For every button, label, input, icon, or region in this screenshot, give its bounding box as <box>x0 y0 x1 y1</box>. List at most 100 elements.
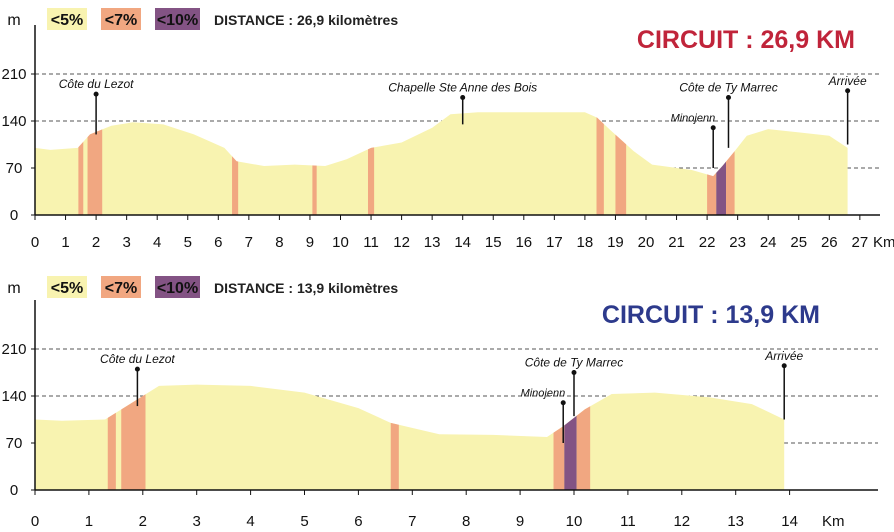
x-tick-label: 27 <box>852 234 869 251</box>
x-tick-label: 8 <box>275 234 283 251</box>
annotation-label: Arrivée <box>828 74 867 88</box>
steep-segment-7pct <box>107 384 116 490</box>
x-tick-label: 2 <box>92 234 100 251</box>
steep-segment-7pct <box>121 384 146 490</box>
x-tick-label: 19 <box>607 234 624 251</box>
steep-segment-7pct <box>615 112 627 215</box>
annotation-label: Côte du Lezot <box>100 352 175 366</box>
legend-swatch-lt7 <box>101 276 141 298</box>
annotation-marker-dot <box>710 125 716 131</box>
annotation-label: Côte de Ty Marrec <box>679 81 777 95</box>
steep-segment-7pct <box>576 384 591 490</box>
x-tick-label: 2 <box>139 513 147 530</box>
annotation-marker-dot <box>134 366 140 372</box>
distance-label: DISTANCE : 26,9 kilomètres <box>214 12 398 28</box>
x-axis-unit: Km <box>822 513 845 530</box>
y-tick-label: 210 <box>1 341 26 358</box>
x-tick-label: 14 <box>454 234 471 251</box>
x-tick-label: 6 <box>354 513 362 530</box>
annotation: Côte du Lezot <box>59 77 134 135</box>
chart-title: CIRCUIT : 26,9 KM <box>637 26 855 54</box>
legend-label-lt5: <5% <box>51 12 83 29</box>
x-tick-label: 11 <box>363 234 379 251</box>
x-tick-label: 25 <box>790 234 807 251</box>
x-tick-label: 21 <box>668 234 685 251</box>
steep-segment-7pct <box>367 112 375 215</box>
x-tick-label: 3 <box>193 513 201 530</box>
y-tick-label: 210 <box>1 66 26 83</box>
annotation-label: Côte de Ty Marrec <box>525 356 623 370</box>
x-tick-label: 5 <box>184 234 192 251</box>
x-tick-label: 9 <box>516 513 524 530</box>
x-tick-label: 10 <box>566 513 583 530</box>
legend-swatch-lt7 <box>101 8 141 30</box>
x-tick-label: 13 <box>424 234 441 251</box>
x-tick-label: 18 <box>577 234 594 251</box>
x-tick-label: 14 <box>781 513 798 530</box>
x-tick-label: 1 <box>61 234 69 251</box>
legend-swatch-lt5 <box>47 276 87 298</box>
steep-segment-7pct <box>390 384 399 490</box>
x-axis-unit: Km <box>873 234 894 251</box>
legend: <5% <7% <10% <box>47 276 200 298</box>
steep-segment-7pct <box>553 384 565 490</box>
steep-segment-7pct <box>726 112 735 215</box>
x-tick-label: 9 <box>306 234 314 251</box>
x-tick-label: 10 <box>332 234 349 251</box>
annotation-label: Côte du Lezot <box>59 77 134 91</box>
x-tick-label: 16 <box>515 234 532 251</box>
annotation-marker-dot <box>845 88 851 94</box>
x-tick-label: 8 <box>462 513 470 530</box>
x-tick-label: 12 <box>393 234 410 251</box>
y-tick-label: 70 <box>6 160 23 177</box>
legend: <5% <7% <10% <box>47 8 200 30</box>
y-tick-label: 0 <box>10 482 18 499</box>
y-axis-unit: m <box>7 280 20 297</box>
annotation-marker-dot <box>93 91 99 97</box>
x-tick-label: 13 <box>727 513 744 530</box>
y-tick-label: 0 <box>10 207 18 224</box>
steep-segment-7pct <box>312 112 317 215</box>
annotation: Chapelle Ste Anne des Bois <box>388 81 537 125</box>
steep-segment-10pct <box>716 112 727 215</box>
x-tick-label: 0 <box>31 513 39 530</box>
legend-label-lt10: <10% <box>157 280 198 297</box>
x-tick-label: 22 <box>699 234 716 251</box>
x-tick-label: 11 <box>620 513 636 530</box>
annotation-marker-dot <box>781 363 787 369</box>
x-tick-label: 1 <box>85 513 93 530</box>
annotation: Côte de Ty Marrec <box>525 356 623 417</box>
x-tick-label: 5 <box>300 513 308 530</box>
legend-swatch-lt5 <box>47 8 87 30</box>
x-tick-label: 4 <box>153 234 161 251</box>
profile-chart-26-9km: <5% <7% <10% DISTANCE : 26,9 kilomètres CIRC… <box>1 8 894 251</box>
x-tick-label: 4 <box>246 513 254 530</box>
x-tick-label: 15 <box>485 234 502 251</box>
x-tick-label: 26 <box>821 234 838 251</box>
annotation-marker-dot <box>725 95 731 101</box>
annotation: Minojenn <box>521 388 566 444</box>
annotation-marker-dot <box>571 370 577 376</box>
steep-segment-7pct <box>78 112 84 215</box>
x-tick-label: 24 <box>760 234 777 251</box>
y-axis-unit: m <box>7 12 20 29</box>
steep-segment-7pct <box>87 112 103 215</box>
x-tick-label: 0 <box>31 234 39 251</box>
legend-label-lt7: <7% <box>105 280 137 297</box>
x-tick-label: 20 <box>638 234 655 251</box>
annotation: Côte de Ty Marrec <box>679 81 778 148</box>
annotation: Arrivée <box>764 349 804 420</box>
annotation-marker-dot <box>460 95 466 101</box>
steep-segment-7pct <box>232 112 239 215</box>
legend-label-lt5: <5% <box>51 280 83 297</box>
distance-label: DISTANCE : 13,9 kilomètres <box>214 280 398 296</box>
y-tick-label: 70 <box>6 435 23 452</box>
annotation-label: Arrivée <box>764 349 803 363</box>
x-tick-label: 17 <box>546 234 563 251</box>
x-tick-label: 7 <box>245 234 253 251</box>
y-tick-label: 140 <box>1 113 26 130</box>
steep-segment-7pct <box>707 112 717 215</box>
elevation-area <box>35 384 785 490</box>
annotation: Minojenn <box>671 113 716 169</box>
steep-segment-7pct <box>596 112 604 215</box>
